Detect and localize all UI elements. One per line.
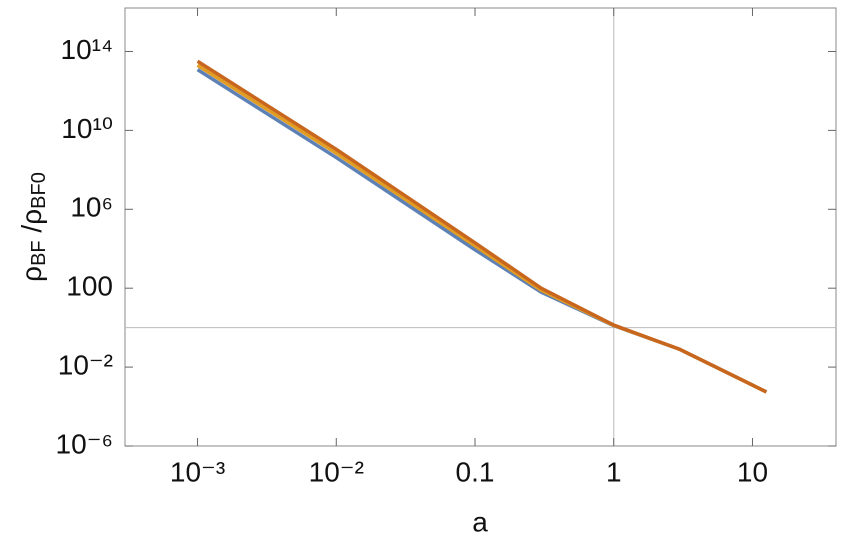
y-tick-label: 10⁻⁶ [56, 428, 113, 459]
y-label-part: BF [28, 240, 50, 266]
y-label-part: ρ [16, 266, 47, 282]
y-tick-label: 10⁻² [58, 349, 113, 380]
y-tick-label: 10⁶ [70, 192, 113, 223]
plot-frame [124, 7, 837, 447]
x-tick-label: 10⁻³ [170, 456, 225, 487]
y-label-part: BF0 [28, 172, 50, 209]
series-line [196, 59, 768, 394]
y-label-part: /ρ [16, 209, 47, 241]
y-tick-label: 100 [66, 271, 113, 302]
x-tick-label: 10⁻² [309, 456, 364, 487]
y-tick-label: 10¹⁰ [61, 113, 113, 144]
x-axis-label: a [472, 506, 488, 537]
x-tick-label: 10 [737, 456, 768, 487]
y-axis-label: ρBF /ρBF0 [16, 172, 50, 282]
y-tick-label: 10¹⁴ [61, 34, 114, 65]
x-tick-label: 0.1 [456, 456, 495, 487]
x-tick-label: 1 [606, 456, 622, 487]
